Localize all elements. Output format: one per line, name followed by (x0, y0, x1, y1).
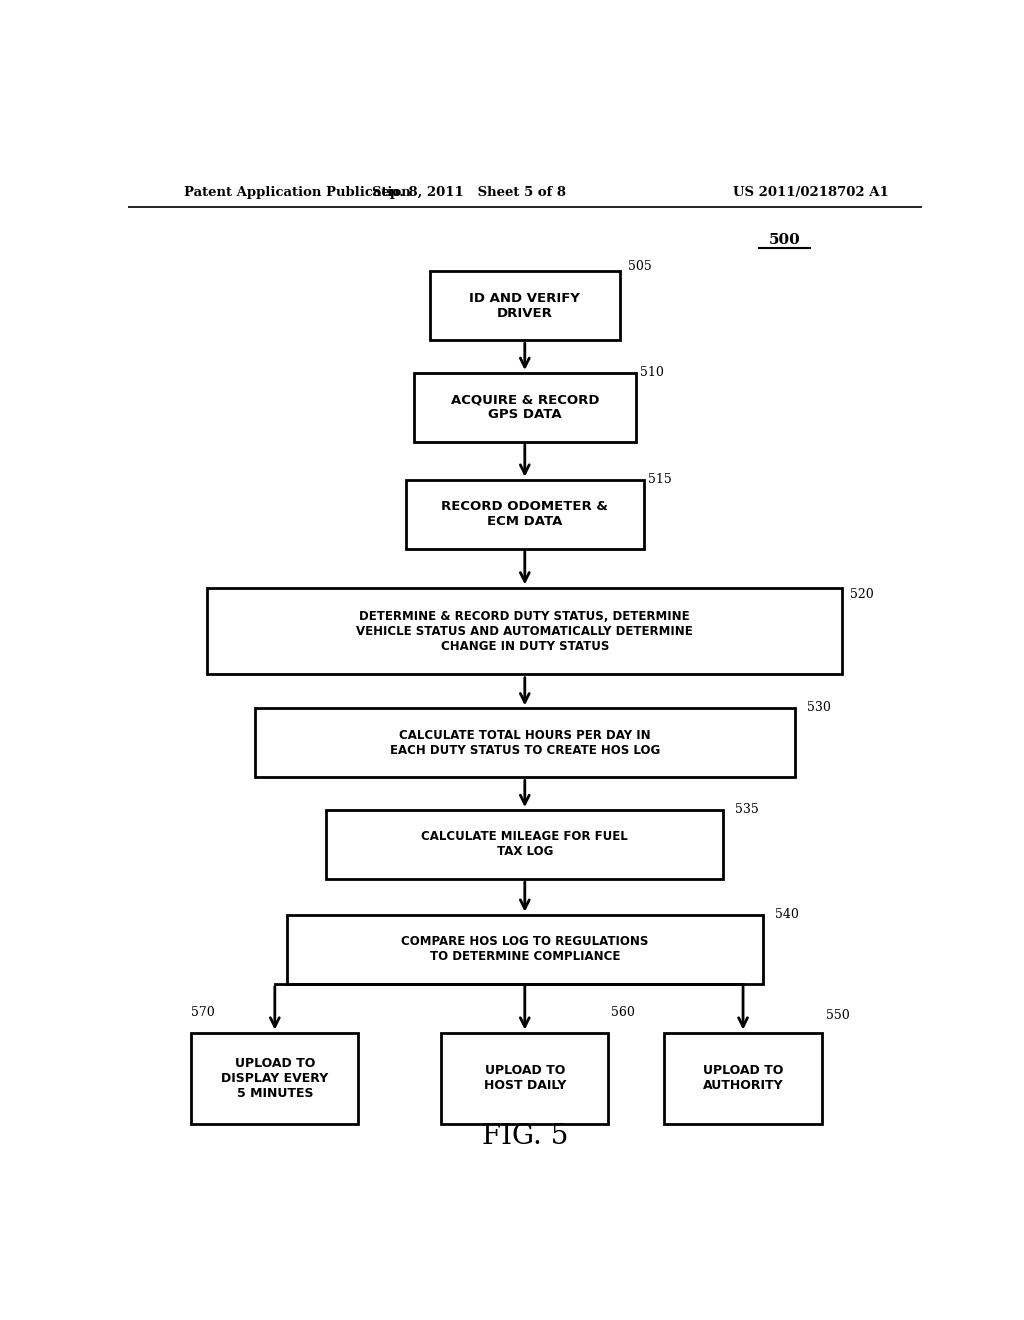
Text: US 2011/0218702 A1: US 2011/0218702 A1 (732, 186, 889, 199)
FancyBboxPatch shape (327, 810, 723, 879)
Text: COMPARE HOS LOG TO REGULATIONS
TO DETERMINE COMPLIANCE: COMPARE HOS LOG TO REGULATIONS TO DETERM… (401, 935, 648, 964)
FancyBboxPatch shape (441, 1032, 608, 1125)
FancyBboxPatch shape (430, 271, 620, 341)
Text: ID AND VERIFY
DRIVER: ID AND VERIFY DRIVER (469, 292, 581, 319)
Text: ACQUIRE & RECORD
GPS DATA: ACQUIRE & RECORD GPS DATA (451, 393, 599, 421)
Text: 540: 540 (775, 908, 799, 921)
FancyBboxPatch shape (191, 1032, 358, 1125)
Text: 550: 550 (826, 1010, 850, 1022)
FancyBboxPatch shape (255, 709, 795, 777)
FancyBboxPatch shape (207, 587, 842, 675)
Text: Sep. 8, 2011   Sheet 5 of 8: Sep. 8, 2011 Sheet 5 of 8 (373, 186, 566, 199)
Text: FIG. 5: FIG. 5 (481, 1123, 568, 1150)
Text: 500: 500 (768, 232, 800, 247)
Text: UPLOAD TO
HOST DAILY: UPLOAD TO HOST DAILY (483, 1064, 566, 1092)
Text: 505: 505 (628, 260, 651, 273)
Text: CALCULATE MILEAGE FOR FUEL
TAX LOG: CALCULATE MILEAGE FOR FUEL TAX LOG (422, 830, 628, 858)
FancyBboxPatch shape (414, 372, 636, 442)
FancyBboxPatch shape (664, 1032, 822, 1125)
FancyBboxPatch shape (406, 479, 644, 549)
Text: Patent Application Publication: Patent Application Publication (183, 186, 411, 199)
Text: RECORD ODOMETER &
ECM DATA: RECORD ODOMETER & ECM DATA (441, 500, 608, 528)
Text: DETERMINE & RECORD DUTY STATUS, DETERMINE
VEHICLE STATUS AND AUTOMATICALLY DETER: DETERMINE & RECORD DUTY STATUS, DETERMIN… (356, 610, 693, 652)
Text: 530: 530 (807, 701, 830, 714)
FancyBboxPatch shape (287, 915, 763, 983)
Text: 510: 510 (640, 366, 664, 379)
Text: 560: 560 (610, 1006, 635, 1019)
Text: 570: 570 (191, 1006, 215, 1019)
Text: CALCULATE TOTAL HOURS PER DAY IN
EACH DUTY STATUS TO CREATE HOS LOG: CALCULATE TOTAL HOURS PER DAY IN EACH DU… (390, 729, 659, 756)
Text: 535: 535 (735, 803, 759, 816)
Text: 520: 520 (850, 587, 873, 601)
Text: UPLOAD TO
AUTHORITY: UPLOAD TO AUTHORITY (702, 1064, 783, 1092)
Text: UPLOAD TO
DISPLAY EVERY
5 MINUTES: UPLOAD TO DISPLAY EVERY 5 MINUTES (221, 1057, 329, 1100)
Text: 515: 515 (648, 473, 672, 486)
